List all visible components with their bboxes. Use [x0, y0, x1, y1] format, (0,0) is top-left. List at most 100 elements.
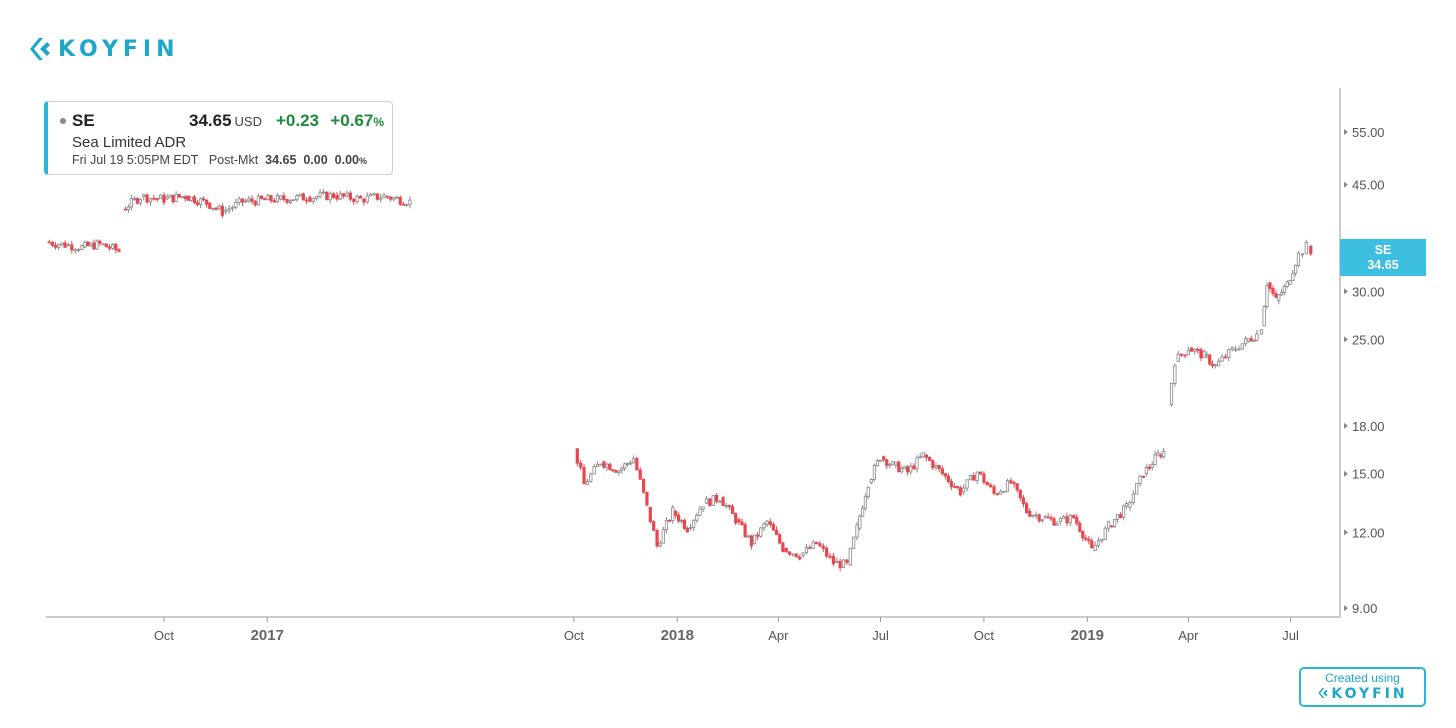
- candle-body: [1107, 521, 1111, 529]
- quote-change-pct-value: +0.67: [330, 111, 374, 130]
- candle-body: [972, 475, 976, 481]
- candle-body: [318, 192, 322, 198]
- candle-body: [57, 244, 61, 248]
- candle-body: [183, 196, 187, 199]
- series-dot-icon: [60, 118, 66, 124]
- candle-body: [1300, 253, 1304, 256]
- candle-body: [1277, 294, 1281, 301]
- candle-body: [962, 487, 966, 493]
- candle-body: [605, 463, 609, 468]
- candle-body: [866, 486, 870, 498]
- candle-body: [1002, 491, 1006, 493]
- candle-body: [385, 195, 389, 198]
- candle-body: [903, 466, 907, 469]
- candle-body: [237, 198, 241, 203]
- candle-body: [295, 195, 299, 201]
- candle-body: [244, 200, 248, 203]
- y-tick-label: 15.00: [1352, 467, 1385, 482]
- candle-body: [158, 194, 163, 200]
- candle-body: [931, 460, 935, 468]
- candle-body: [638, 469, 642, 480]
- candle-body: [180, 196, 184, 199]
- candle-body: [858, 515, 862, 529]
- y-tick-marker: [1344, 181, 1348, 188]
- candle-body: [915, 457, 919, 470]
- created-using-badge[interactable]: Created using KOYFIN: [1299, 667, 1426, 707]
- candle-body: [648, 506, 652, 522]
- candle-body: [982, 473, 986, 483]
- candle-body: [1055, 523, 1059, 526]
- candle-body: [671, 507, 675, 521]
- candle-body: [345, 192, 349, 197]
- candle-body: [985, 482, 989, 486]
- candle-body: [821, 545, 825, 549]
- candle-body: [362, 198, 366, 203]
- candle-body: [1288, 280, 1292, 285]
- candle-body: [762, 523, 766, 529]
- candle-body: [1012, 482, 1016, 485]
- candle-body: [1025, 503, 1029, 514]
- y-tick-label: 18.00: [1352, 419, 1385, 434]
- candle-body: [774, 529, 779, 536]
- candle-body: [801, 552, 805, 556]
- candle-body: [80, 245, 84, 250]
- candle-body: [685, 528, 689, 533]
- candle-body: [230, 207, 235, 210]
- candle-body: [958, 487, 962, 496]
- candle-body: [338, 193, 342, 200]
- quote-price: 34.65 USD: [189, 111, 262, 131]
- candle-body: [358, 196, 363, 199]
- candle-body: [635, 457, 639, 471]
- candle-body: [1121, 505, 1126, 518]
- candle-body: [1078, 523, 1082, 532]
- candle-body: [379, 197, 383, 200]
- candle-body: [1220, 356, 1224, 362]
- candle-body: [655, 529, 659, 547]
- candle-body: [177, 193, 181, 198]
- candle-body: [1049, 517, 1053, 520]
- x-tick-label: Apr: [768, 628, 789, 643]
- last-price-tag: SE 34.65: [1340, 239, 1426, 276]
- candle-body: [589, 473, 593, 482]
- candle-body: [872, 465, 877, 480]
- candle-body: [1196, 348, 1200, 351]
- candle-body: [631, 458, 636, 464]
- candle-body: [168, 194, 172, 198]
- candle-body: [1249, 338, 1253, 342]
- candle-body: [579, 462, 583, 468]
- candle-body: [388, 196, 393, 200]
- candle-body: [1100, 539, 1104, 542]
- candle-body: [688, 527, 693, 529]
- candle-body: [165, 196, 169, 200]
- candle-body: [1262, 305, 1266, 327]
- candle-body: [1176, 353, 1180, 362]
- candle-body: [263, 198, 267, 201]
- candle-body: [98, 240, 102, 244]
- candle-body: [266, 195, 270, 201]
- candle-body: [825, 547, 829, 557]
- candle-body: [599, 463, 603, 466]
- candle-body: [1186, 349, 1190, 356]
- candle-body: [808, 547, 812, 549]
- candle-body: [162, 194, 166, 203]
- candle-body: [835, 560, 839, 563]
- candle-body: [95, 240, 99, 250]
- candle-body: [1015, 483, 1019, 491]
- candle-body: [1124, 503, 1129, 507]
- candle-body: [900, 468, 904, 473]
- candle-body: [1065, 516, 1069, 524]
- y-tick-marker: [1344, 470, 1348, 477]
- candle-body: [909, 465, 913, 473]
- candle-body: [1040, 519, 1044, 522]
- candle-body: [891, 461, 895, 465]
- candle-body: [955, 486, 959, 489]
- candle-body: [641, 478, 646, 493]
- candle-body: [63, 242, 67, 248]
- candle-body: [934, 465, 938, 468]
- candle-body: [756, 534, 760, 537]
- candle-body: [1279, 292, 1284, 296]
- candle-body: [331, 193, 336, 198]
- candle-body: [1162, 451, 1166, 458]
- candle-body: [937, 465, 941, 470]
